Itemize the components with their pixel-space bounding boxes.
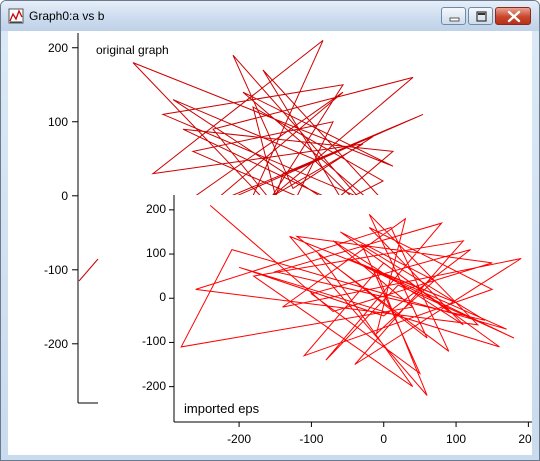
- imported-eps-plot: [169, 195, 532, 427]
- eps-y-tick-label: 0: [159, 290, 166, 305]
- eps-y-tick-label: 200: [145, 201, 166, 216]
- minimize-icon: [449, 17, 460, 22]
- original-y-tick-label: 200: [47, 40, 68, 55]
- maximize-icon: [476, 11, 487, 22]
- eps-x-tick-label: -200: [227, 432, 252, 446]
- maximize-button[interactable]: [468, 7, 493, 25]
- original-y-tick-label: -100: [43, 262, 68, 277]
- eps-y-tick-label: -200: [141, 378, 166, 393]
- graph-app-icon: [8, 8, 24, 24]
- original-y-tick-label: 0: [61, 188, 68, 203]
- original-series-fragment: [78, 258, 99, 282]
- eps-y-tick-label: -100: [141, 334, 166, 349]
- graph-area: original graph 200 100 0 -100 -200 imported …: [8, 31, 532, 455]
- eps-x-tick-label: 0: [380, 432, 388, 446]
- original-y-tick-label: 100: [47, 114, 68, 129]
- close-button[interactable]: [495, 7, 531, 25]
- window-title: Graph0:a vs b: [29, 9, 105, 23]
- imported-eps-inset: imported eps 200 100 0 -100 -200 -200 -100 0 100…: [102, 195, 532, 455]
- minimize-button[interactable]: [441, 7, 466, 25]
- close-icon: [507, 10, 521, 23]
- imported-eps-annotation: imported eps: [184, 401, 260, 416]
- eps-x-tick-label: -100: [299, 432, 324, 446]
- original-graph-annotation: original graph: [96, 43, 169, 57]
- eps-series-line: [180, 205, 522, 396]
- eps-x-tick-label: 200: [518, 432, 532, 446]
- original-graph-plot: [72, 33, 434, 404]
- original-series-line: [132, 40, 434, 272]
- original-y-tick-label: -200: [43, 336, 68, 351]
- eps-y-tick-label: 100: [145, 246, 166, 261]
- eps-x-tick-label: 100: [446, 432, 467, 446]
- title-bar[interactable]: Graph0:a vs b: [1, 1, 539, 31]
